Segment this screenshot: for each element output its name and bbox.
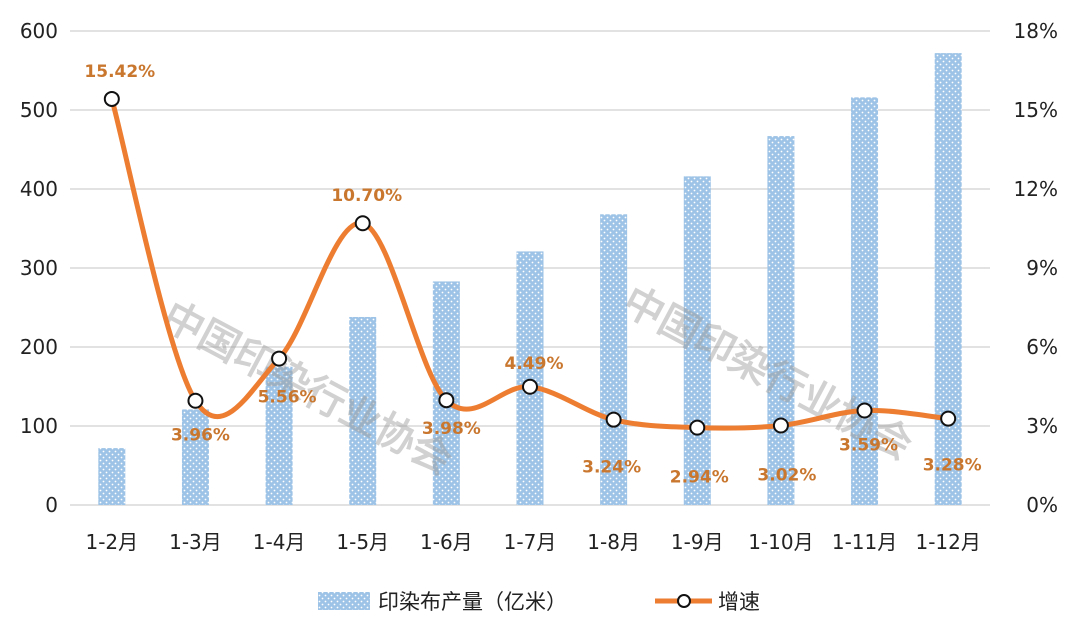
- growth-data-label: 5.56%: [258, 388, 317, 408]
- growth-data-label: 3.96%: [171, 426, 230, 446]
- growth-data-label: 3.02%: [757, 465, 816, 485]
- x-tick-label: 1-8月: [587, 530, 640, 554]
- growth-data-label: 3.28%: [923, 456, 982, 476]
- growth-data-label: 3.24%: [582, 458, 641, 478]
- x-tick-label: 1-10月: [748, 530, 813, 554]
- growth-data-label: 4.49%: [505, 354, 564, 374]
- bar-1-9月: [683, 176, 711, 506]
- x-tick-label: 1-6月: [420, 530, 473, 554]
- right-tick-label: 0%: [1026, 493, 1058, 517]
- bar-1-5月: [349, 316, 377, 505]
- left-tick-label: 100: [20, 414, 58, 438]
- growth-marker-icon: [940, 410, 957, 427]
- growth-marker-icon: [354, 215, 371, 232]
- left-tick-label: 0: [45, 493, 58, 517]
- growth-data-label: 15.42%: [84, 62, 155, 82]
- growth-data-label: 10.70%: [331, 186, 402, 206]
- left-tick-label: 500: [20, 98, 58, 122]
- right-tick-label: 6%: [1026, 335, 1058, 359]
- growth-marker-icon: [438, 392, 455, 409]
- growth-marker-icon: [187, 392, 204, 409]
- x-tick-label: 1-7月: [504, 530, 557, 554]
- right-tick-label: 18%: [1014, 19, 1058, 43]
- x-tick-label: 1-11月: [832, 530, 897, 554]
- x-tick-label: 1-4月: [253, 530, 306, 554]
- legend-bar-label: 印染布产量（亿米）: [378, 590, 567, 614]
- growth-line: [103, 90, 957, 436]
- bar-1-11月: [851, 97, 879, 506]
- x-tick-label: 1-5月: [336, 530, 389, 554]
- growth-marker-icon: [103, 90, 120, 107]
- growth-marker-icon: [605, 411, 622, 428]
- bar-1-12月: [934, 53, 962, 506]
- bar-1-10月: [767, 136, 795, 505]
- production-bars: [98, 53, 962, 506]
- left-tick-label: 600: [20, 19, 58, 43]
- right-y-axis: 0% 3% 6% 9% 12% 15% 18%: [1014, 19, 1058, 517]
- growth-marker-icon: [522, 378, 538, 395]
- growth-marker-icon: [856, 402, 873, 419]
- right-tick-label: 9%: [1026, 256, 1058, 280]
- growth-marker-icon: [772, 417, 789, 434]
- left-y-axis: 0 100 200 300 400 500 600: [20, 19, 58, 517]
- legend-marker-icon: [677, 594, 691, 608]
- growth-data-labels: 15.42% 3.96% 5.56% 10.70% 3.98% 4.49% 3.24% 2.9…: [84, 62, 981, 488]
- growth-data-label: 3.98%: [422, 419, 481, 439]
- left-tick-label: 300: [20, 256, 58, 280]
- x-tick-label: 1-2月: [85, 530, 138, 554]
- growth-data-label: 2.94%: [670, 468, 729, 488]
- legend-bar-swatch: [318, 592, 370, 610]
- right-tick-label: 15%: [1014, 98, 1058, 122]
- left-tick-label: 400: [20, 177, 58, 201]
- x-tick-label: 1-9月: [671, 530, 724, 554]
- bar-1-8月: [600, 214, 628, 505]
- x-tick-label: 1-12月: [915, 530, 980, 554]
- left-tick-label: 200: [20, 335, 58, 359]
- legend: 印染布产量（亿米） 增速: [318, 590, 760, 614]
- x-axis: 1-2月 1-3月 1-4月 1-5月 1-6月 1-7月 1-8月 1-9月 1-10月 1-1…: [85, 530, 980, 554]
- legend-line-label: 增速: [718, 590, 760, 614]
- bar-1-2月: [98, 448, 126, 505]
- right-tick-label: 3%: [1026, 414, 1058, 438]
- bar-1-4月: [265, 366, 293, 505]
- growth-marker-icon: [271, 350, 288, 367]
- bar-1-7月: [516, 251, 544, 505]
- right-tick-label: 12%: [1014, 177, 1058, 201]
- x-tick-label: 1-3月: [169, 530, 222, 554]
- growth-marker-icon: [689, 419, 706, 436]
- growth-data-label: 3.59%: [839, 435, 898, 455]
- bar-1-3月: [181, 409, 209, 505]
